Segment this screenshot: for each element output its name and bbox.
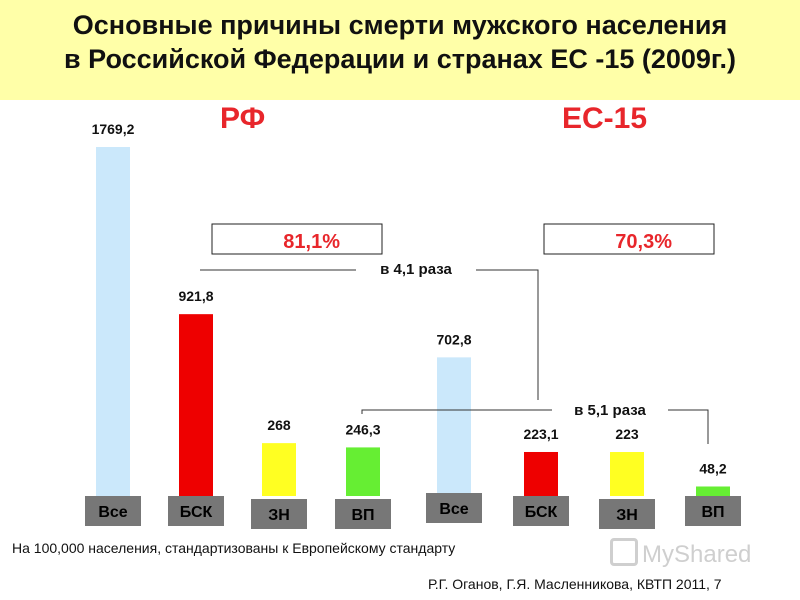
category-box-rf-bsk <box>168 496 224 526</box>
percent-label-eu15: 70,3% <box>615 231 672 253</box>
source-citation: Р.Г. Оганов, Г.Я. Масленникова, КВТП 201… <box>428 576 722 592</box>
percent-box-rf <box>211 223 383 255</box>
footnote: На 100,000 населения, стандартизованы к … <box>12 540 456 556</box>
value-label-eu15-zn: 223 <box>615 426 639 442</box>
value-label-rf-bsk: 921,8 <box>178 288 213 304</box>
bar-rf-all <box>96 147 130 496</box>
bar-eu15-zn <box>610 452 644 496</box>
watermark-text: MyShared <box>642 541 752 568</box>
category-box-rf-vp <box>335 499 391 529</box>
group-label-rf: РФ <box>220 102 266 135</box>
percent-box-eu15 <box>543 223 715 255</box>
bar-eu15-vp <box>696 486 730 496</box>
bracket-line-right-5-1 <box>668 409 709 444</box>
value-label-rf-vp: 246,3 <box>345 421 380 437</box>
category-box-eu15-zn <box>599 499 655 529</box>
value-label-rf-zn: 268 <box>267 417 291 433</box>
comparison-label-5-1: в 5,1 раза <box>574 402 646 419</box>
category-box-eu15-all <box>426 493 482 523</box>
bar-rf-zn <box>262 443 296 496</box>
bar-rf-bsk <box>179 314 213 496</box>
watermark: MyShared <box>610 538 751 569</box>
bracket-line-right-4-1 <box>476 269 539 400</box>
chart-title-line-1: Основные причины смерти мужского населен… <box>72 10 728 40</box>
category-label-rf-all: Все <box>98 504 127 521</box>
category-label-eu15-bsk: БСК <box>525 504 558 521</box>
bar-eu15-all <box>437 357 471 496</box>
value-label-eu15-all: 702,8 <box>436 331 471 347</box>
category-label-eu15-vp: ВП <box>701 504 724 521</box>
category-box-eu15-bsk <box>513 496 569 526</box>
bar-rf-vp <box>346 447 380 496</box>
category-label-rf-zn: ЗН <box>268 507 290 524</box>
comparison-label-4-1: в 4,1 раза <box>380 261 452 278</box>
category-box-eu15-vp <box>685 496 741 526</box>
value-label-eu15-bsk: 223,1 <box>523 426 558 442</box>
watermark-logo-icon <box>610 538 638 566</box>
category-box-rf-zn <box>251 499 307 529</box>
category-label-eu15-all: Все <box>439 501 468 518</box>
group-label-eu15: ЕС-15 <box>562 102 648 135</box>
category-label-rf-vp: ВП <box>351 507 374 524</box>
category-box-rf-all <box>85 496 141 526</box>
chart-title-line-2: в Российской Федерации и странах ЕС -15 … <box>64 44 736 74</box>
category-label-eu15-zn: ЗН <box>616 507 638 524</box>
bracket-line-left-5-1 <box>361 409 552 414</box>
value-label-rf-all: 1769,2 <box>92 121 135 137</box>
title-banner: Основные причины смерти мужского населен… <box>0 0 800 100</box>
percent-label-rf: 81,1% <box>283 231 340 253</box>
category-label-rf-bsk: БСК <box>180 504 213 521</box>
bar-eu15-bsk <box>524 451 558 496</box>
value-label-eu15-vp: 48,2 <box>699 460 726 476</box>
